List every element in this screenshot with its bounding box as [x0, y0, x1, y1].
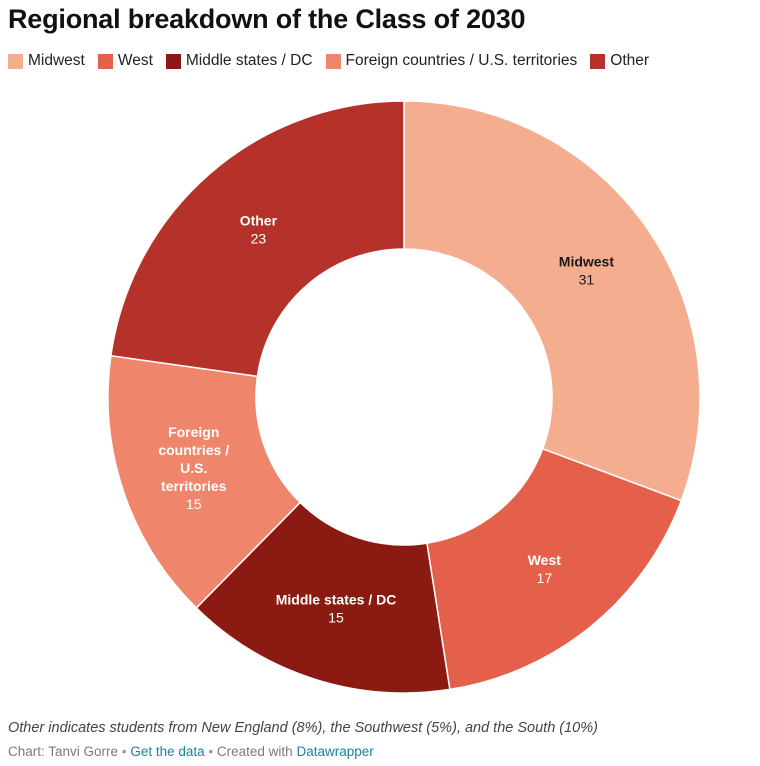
slice-label-foreign-countries-u-s-territories: Foreign — [168, 424, 219, 440]
footer-separator: • — [208, 744, 214, 759]
donut-slices — [107, 100, 701, 694]
legend-label: Foreign countries / U.S. territories — [345, 52, 578, 69]
slice-label-other: Other — [240, 212, 278, 228]
legend-item-middle-states-dc: Middle states / DC — [165, 52, 313, 70]
legend-label: Other — [610, 52, 650, 69]
slice-label-middle-states-dc: Middle states / DC — [276, 591, 397, 607]
legend-swatch — [165, 53, 181, 69]
legend-swatch — [590, 53, 606, 69]
legend-label: Midwest — [28, 52, 85, 69]
legend-item-west: West — [97, 52, 153, 70]
slice-label-foreign-countries-u-s-territories: U.S. — [180, 460, 207, 476]
chart-footer: Chart: Tanvi Gorre • Get the data • Crea… — [8, 744, 374, 759]
slice-middle-states-dc — [195, 501, 451, 694]
created-with-text: Created with — [216, 744, 293, 759]
chart-title: Regional breakdown of the Class of 2030 — [8, 4, 526, 34]
legend-label: West — [117, 52, 153, 69]
chart-credit: Chart: Tanvi Gorre — [8, 744, 119, 759]
legend-item-midwest: Midwest — [8, 52, 85, 70]
slice-other — [110, 100, 405, 378]
slice-midwest — [403, 100, 701, 502]
slice-value-midwest: 31 — [579, 271, 595, 287]
donut-labels: Midwest 31 West 17 Middle states / DC 15 Forei… — [158, 212, 614, 625]
chart-legend: Midwest West Middle states / DC Foreign cou… — [8, 52, 662, 70]
slice-label-west: West — [528, 552, 562, 568]
slice-value-west: 17 — [537, 570, 553, 586]
footer-separator: • — [121, 744, 127, 759]
slice-label-foreign-countries-u-s-territories: countries / — [158, 442, 229, 458]
chart-notes: Other indicates students from New Englan… — [8, 720, 598, 736]
slice-foreign-countries-u-s-territories — [107, 354, 302, 609]
slice-value-other: 23 — [251, 230, 267, 246]
get-data-link[interactable]: Get the data — [130, 744, 205, 759]
slice-label-midwest: Midwest — [559, 253, 615, 269]
slice-west — [426, 447, 683, 691]
legend-swatch — [97, 53, 113, 69]
legend-swatch — [325, 53, 341, 69]
legend-item-other: Other — [590, 52, 649, 70]
slice-label-foreign-countries-u-s-territories: territories — [161, 478, 227, 494]
datawrapper-link[interactable]: Datawrapper — [296, 744, 374, 759]
legend-label: Middle states / DC — [185, 52, 313, 69]
legend-swatch — [8, 53, 23, 69]
slice-value-foreign-countries-u-s-territories: 15 — [186, 496, 202, 512]
legend-item-foreign-countries-u-s-territories: Foreign countries / U.S. territories — [325, 52, 578, 70]
slice-value-middle-states-dc: 15 — [328, 609, 344, 625]
